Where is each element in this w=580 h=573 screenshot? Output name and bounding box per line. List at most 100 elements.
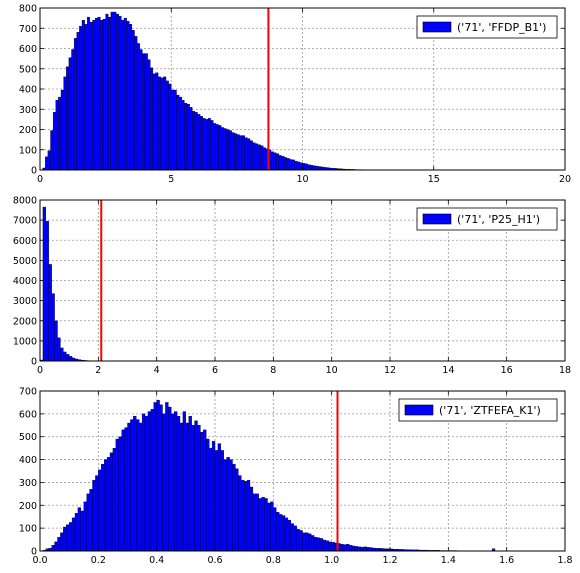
histogram-bar	[180, 423, 183, 551]
histogram-bar	[213, 123, 216, 170]
histogram-bar	[271, 152, 274, 170]
histogram-bar	[237, 135, 240, 170]
histogram-bar	[157, 400, 160, 551]
histogram-bar	[221, 450, 224, 551]
y-tick-label: 5000	[13, 256, 37, 267]
y-tick-label: 300	[19, 478, 37, 489]
x-tick-label: 1.2	[382, 555, 397, 566]
histogram-bar	[84, 502, 87, 551]
histogram-bar	[211, 120, 214, 170]
histogram-bar	[226, 130, 229, 171]
y-tick-label: 6000	[13, 236, 37, 247]
histogram-bar	[329, 542, 332, 551]
histogram-bar	[87, 494, 90, 551]
histogram-bar	[125, 428, 128, 551]
histogram-bar	[169, 84, 172, 170]
histogram-bar	[52, 545, 55, 551]
histogram-bar	[208, 118, 211, 170]
histogram-bar	[79, 26, 82, 170]
histogram-bar	[323, 540, 326, 551]
histogram-bar	[100, 20, 103, 170]
histogram-bar	[46, 221, 49, 361]
legend-swatch	[405, 405, 433, 415]
histogram-bar	[63, 527, 66, 551]
histogram-bar	[116, 439, 119, 551]
histogram-bar	[308, 165, 311, 170]
histogram-bar	[174, 412, 177, 551]
histogram-bar	[240, 136, 243, 170]
x-tick-label: 8	[270, 365, 276, 376]
histogram-bar	[45, 157, 48, 170]
histogram-bar	[58, 97, 61, 170]
histogram-bar	[171, 90, 174, 170]
histogram-bar	[177, 95, 180, 170]
histogram-bar	[142, 54, 145, 170]
y-tick-label: 600	[19, 409, 37, 420]
histogram-bar	[241, 480, 244, 551]
histogram-bar	[107, 457, 110, 551]
histogram-bar	[218, 444, 221, 551]
histogram-bar	[292, 160, 295, 170]
histogram-bar	[142, 414, 145, 551]
histogram-bar	[163, 414, 166, 551]
histogram-bar	[111, 12, 114, 170]
histogram-bar	[137, 43, 140, 170]
histogram-bar	[262, 497, 265, 551]
histogram-bar	[215, 450, 218, 551]
histogram-bar	[219, 125, 222, 170]
histogram-bar	[128, 423, 131, 551]
legend: ('71', 'P25_H1')	[417, 208, 557, 230]
histogram-bar	[60, 348, 63, 361]
histogram-bar	[352, 546, 355, 551]
histogram-bar	[227, 457, 230, 551]
y-tick-label: 700	[19, 387, 37, 398]
histogram-bar	[355, 546, 358, 551]
histogram-bar	[233, 464, 236, 551]
histogram-bar	[200, 116, 203, 170]
histogram-bar	[295, 161, 298, 170]
histogram-bar	[187, 104, 190, 170]
histogram-bar	[282, 156, 285, 170]
histogram-bar	[61, 90, 64, 170]
histogram-bar	[145, 416, 148, 551]
histogram-bar	[148, 412, 151, 551]
histogram-bar	[66, 525, 69, 551]
legend: ('71', 'ZTFEFA_K1')	[399, 399, 557, 421]
x-tick-label: 4	[154, 365, 160, 376]
histogram-bar	[58, 338, 61, 361]
histogram-bar	[63, 352, 66, 361]
histogram-bar	[263, 148, 266, 170]
y-tick-label: 100	[19, 524, 37, 535]
x-tick-label: 1.4	[441, 555, 456, 566]
x-tick-label: 0	[37, 174, 43, 185]
histogram-bar	[106, 14, 109, 170]
histogram-bar	[198, 425, 201, 551]
histogram-bar	[276, 154, 279, 170]
histogram-bar	[258, 145, 261, 170]
histogram-bar	[195, 421, 198, 551]
histogram-bar	[224, 460, 227, 551]
histogram-bar	[245, 138, 248, 170]
y-tick-label: 500	[19, 432, 37, 443]
histogram-bar	[247, 139, 250, 170]
histogram-bar	[154, 402, 157, 551]
histogram-bar	[303, 533, 306, 551]
histogram-bar	[85, 24, 88, 170]
histogram-bar	[297, 529, 300, 551]
histogram-bar	[90, 489, 93, 551]
histogram-bar	[103, 19, 106, 170]
y-tick-label: 800	[19, 4, 37, 15]
x-tick-label: 5	[168, 174, 174, 185]
x-tick-label: 20	[559, 174, 571, 185]
y-tick-label: 4000	[13, 276, 37, 287]
histogram-bar	[130, 420, 133, 551]
y-tick-label: 400	[19, 455, 37, 466]
legend-label: ('71', 'ZTFEFA_K1')	[439, 404, 541, 417]
x-tick-label: 1.0	[324, 555, 339, 566]
histogram-bar	[250, 487, 253, 551]
y-tick-label: 3000	[13, 296, 37, 307]
histogram-bar	[72, 518, 75, 551]
histogram-bar	[66, 67, 69, 170]
